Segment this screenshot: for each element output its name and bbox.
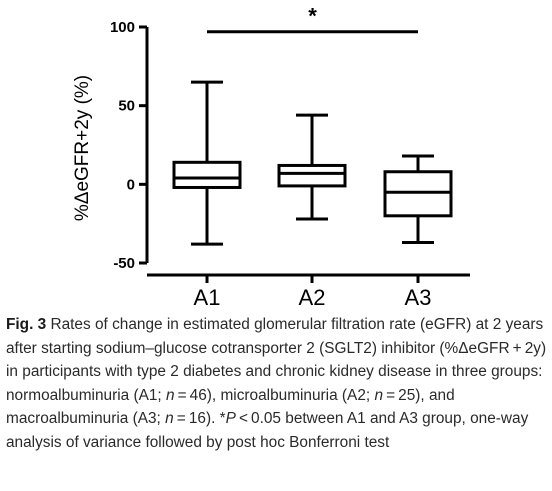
caption-run: = 46), microalbuminuria (A2; xyxy=(174,386,375,404)
caption-run: = 16). * xyxy=(173,410,226,428)
caption-run: < 0.05 between A1 and A3 group, one-way … xyxy=(6,410,529,451)
y-tick-label: -50 xyxy=(113,255,135,272)
y-axis-label: %ΔeGFR+2y (%) xyxy=(72,75,93,221)
y-tick-label: 50 xyxy=(118,98,135,115)
caption-italic-run: n xyxy=(374,386,383,404)
box-a3 xyxy=(383,154,453,245)
box-a1 xyxy=(172,80,242,246)
caption-run: Rates of change in estimated glomerular … xyxy=(6,316,547,404)
iqr-box xyxy=(172,160,242,189)
iqr-box xyxy=(383,170,453,218)
figure-label: Fig. 3 xyxy=(6,316,47,333)
figure-caption: Fig. 3 Rates of change in estimated glom… xyxy=(6,313,548,455)
y-tick-label: 100 xyxy=(110,19,135,36)
iqr-box xyxy=(277,163,347,188)
caption-text: Rates of change in estimated glomerular … xyxy=(6,316,546,451)
x-tick-label-a3: A3 xyxy=(405,285,432,310)
caption-italic-run: n xyxy=(165,386,175,404)
chart-area: 100 50 0 -50 A1 A2 A3 * %ΔeGFR+2y (%) xyxy=(72,4,470,310)
significance-star: * xyxy=(308,4,317,29)
x-tick-label-a1: A1 xyxy=(194,285,221,310)
y-tick-label: 0 xyxy=(127,176,135,193)
box-a2 xyxy=(277,113,347,221)
box-plot-chart: 100 50 0 -50 A1 A2 A3 * %ΔeGFR+2y (%) xyxy=(72,4,470,310)
significance-layer: * xyxy=(207,4,418,34)
caption-italic-run: P xyxy=(225,410,236,428)
caption-run: = 25), and macroalbuminuria (A3; xyxy=(6,386,455,428)
box-layer xyxy=(172,80,453,246)
axis-layer: 100 50 0 -50 A1 A2 A3 xyxy=(110,19,470,310)
x-tick-label-a2: A2 xyxy=(299,285,326,310)
caption-italic-run: n xyxy=(165,410,174,428)
